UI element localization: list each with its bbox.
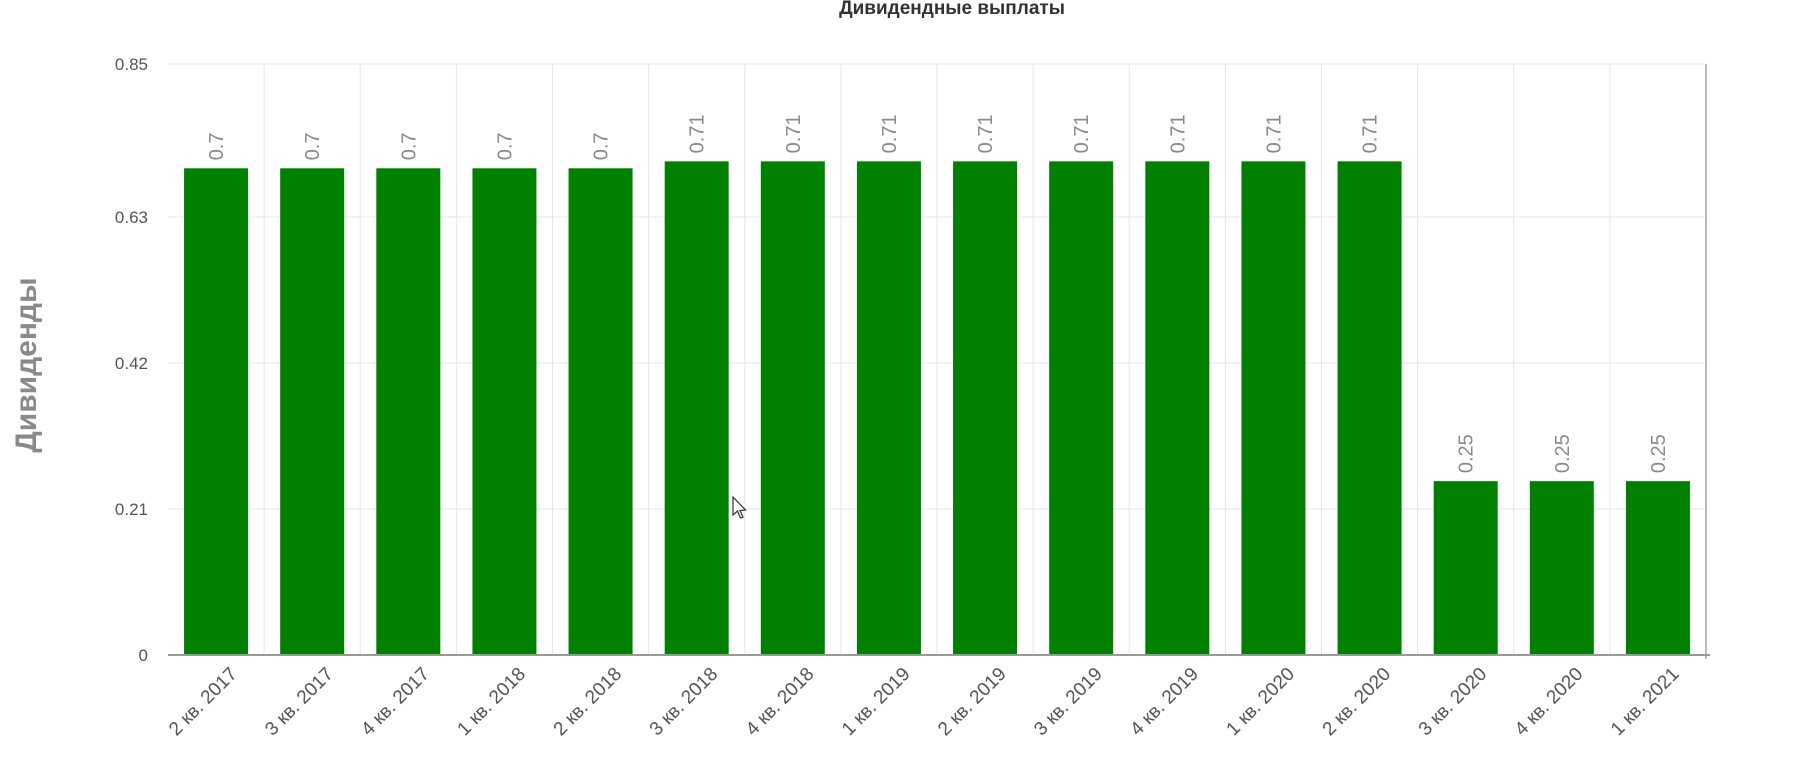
bar-data-label: 0.25: [1456, 434, 1478, 473]
bar-data-label: 0.71: [783, 114, 805, 153]
x-tick-label: 1 кв. 2018: [454, 664, 530, 740]
chart-title: Дивидендные выплаты: [839, 0, 1065, 19]
bar[interactable]: [1337, 161, 1402, 655]
bar-data-label: 0.7: [494, 132, 516, 160]
bar-data-label: 0.71: [1167, 114, 1189, 153]
bar[interactable]: [184, 168, 249, 655]
y-tick-label: 0.21: [115, 500, 148, 519]
x-tick-label: 2 кв. 2020: [1319, 664, 1395, 740]
bar-data-label: 0.7: [302, 132, 324, 160]
x-tick-label: 2 кв. 2018: [550, 664, 626, 740]
x-tick-label: 4 кв. 2018: [742, 664, 818, 740]
x-tick-label: 1 кв. 2019: [838, 664, 914, 740]
bar[interactable]: [856, 161, 921, 655]
y-axis-label: Дивиденды: [10, 277, 43, 452]
bar-data-label: 0.7: [398, 132, 420, 160]
bar[interactable]: [472, 168, 537, 655]
y-tick-label: 0.42: [115, 354, 148, 373]
bar-data-label: 0.25: [1552, 434, 1574, 473]
bar-data-label: 0.71: [1071, 114, 1093, 153]
y-tick-label: 0.63: [115, 208, 148, 227]
bar-data-label: 0.7: [591, 132, 613, 160]
x-tick-label: 3 кв. 2017: [261, 664, 337, 740]
x-tick-label: 2 кв. 2019: [934, 664, 1010, 740]
x-tick-label: 4 кв. 2020: [1511, 664, 1587, 740]
bar[interactable]: [1433, 481, 1498, 655]
x-tick-label: 4 кв. 2019: [1126, 664, 1202, 740]
x-tick-label: 1 кв. 2021: [1607, 664, 1683, 740]
x-tick-label: 3 кв. 2019: [1030, 664, 1106, 740]
bar-data-label: 0.71: [975, 114, 997, 153]
bar[interactable]: [1145, 161, 1210, 655]
x-tick-label: 4 кв. 2017: [357, 664, 433, 740]
bar[interactable]: [1625, 481, 1690, 655]
bars-layer: [184, 161, 1690, 655]
bar[interactable]: [280, 168, 345, 655]
bar[interactable]: [664, 161, 729, 655]
bar[interactable]: [568, 168, 633, 655]
bar-data-label: 0.25: [1648, 434, 1670, 473]
bar[interactable]: [1241, 161, 1306, 655]
y-tick-label: 0.85: [115, 55, 148, 74]
x-tick-label: 3 кв. 2018: [646, 664, 722, 740]
bar[interactable]: [1049, 161, 1114, 655]
bar-data-label: 0.71: [1360, 114, 1382, 153]
x-tick-label: 3 кв. 2020: [1415, 664, 1491, 740]
x-tick-label: 1 кв. 2020: [1223, 664, 1299, 740]
y-tick-label: 0: [139, 646, 148, 665]
bar[interactable]: [760, 161, 825, 655]
bar-data-label: 0.71: [687, 114, 709, 153]
bar[interactable]: [953, 161, 1018, 655]
bar[interactable]: [376, 168, 441, 655]
bar[interactable]: [1529, 481, 1594, 655]
bar-data-label: 0.71: [1263, 114, 1285, 153]
bar-data-label: 0.71: [879, 114, 901, 153]
mouse-cursor-icon: [732, 495, 747, 519]
data-labels-layer: 0.7 0.7 0.7 0.7 0.7 0.71 0.71 0.71 0.71 0.71 0.71 0…: [206, 114, 1670, 473]
bar-data-label: 0.7: [206, 132, 228, 160]
x-tick-label: 2 кв. 2017: [165, 664, 241, 740]
